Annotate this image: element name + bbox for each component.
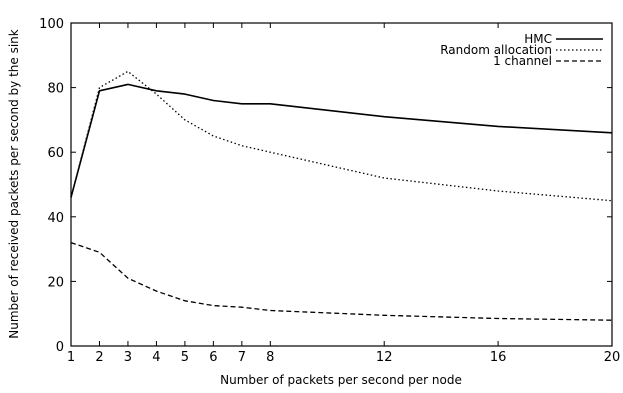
x-tick-label: 6 [209, 350, 217, 365]
x-axis-label: Number of packets per second per node [220, 373, 462, 387]
series-line-1 [70, 83, 613, 198]
y-tick-label: 40 [47, 211, 64, 226]
series-layer [70, 70, 613, 321]
y-axis-label: Number of received packets per second by… [7, 29, 21, 339]
x-tick-label: 2 [95, 350, 103, 365]
series-line-2 [70, 70, 613, 202]
y-tick-label: 60 [47, 146, 64, 161]
x-tick-label: 20 [604, 350, 621, 365]
plot-frame [70, 22, 613, 347]
y-tick-label: 0 [56, 340, 64, 355]
series-line-3 [70, 241, 613, 321]
x-tick-label: 16 [490, 350, 507, 365]
x-tick-label: 12 [376, 350, 393, 365]
legend-label-1: HMC [524, 32, 552, 46]
x-tick-label: 8 [266, 350, 274, 365]
x-tick-label: 3 [124, 350, 132, 365]
y-tick-label: 20 [47, 275, 64, 290]
x-tick-label: 7 [238, 350, 246, 365]
x-tick-label: 5 [181, 350, 189, 365]
x-tick-label: 4 [152, 350, 160, 365]
y-tick-label: 80 [47, 82, 64, 97]
x-tick-label: 1 [67, 350, 75, 365]
legend-label-3: 1 channel [493, 54, 552, 68]
y-tick-label: 100 [39, 17, 64, 32]
legend-label-2: Random allocation [440, 43, 552, 57]
